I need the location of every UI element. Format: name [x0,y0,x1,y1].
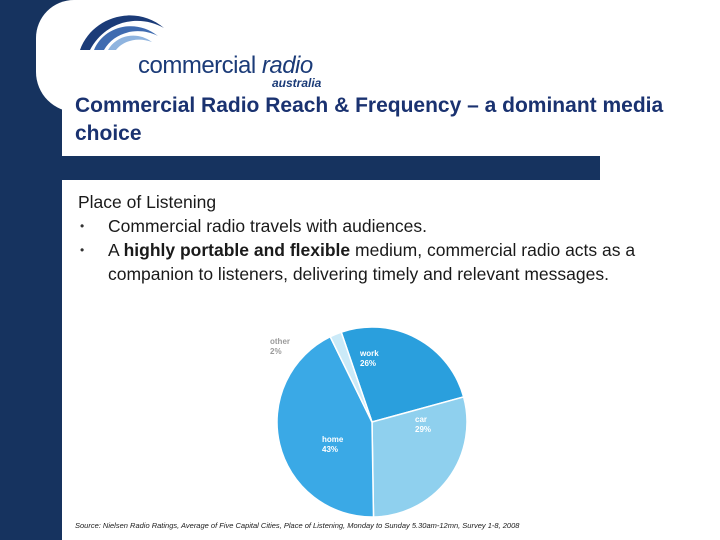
logo-panel [36,0,720,112]
slice-value-car: 29% [415,425,431,434]
slice-label-home: home [322,435,344,444]
logo-swoosh-icon [80,15,164,50]
bullet-text: Commercial radio travels with audiences. [108,216,428,236]
bullet-text: medium, commercial radio acts as a compa… [108,240,636,284]
list-item: • A highly portable and flexible medium, … [78,238,708,286]
title-backing [72,124,408,156]
pie-slice-car [371,395,468,518]
slice-label-car: car [415,415,427,424]
section-heading: Place of Listening [78,192,217,212]
page-title: Commercial Radio Reach & Frequency – a d… [75,94,664,145]
pie-slice-home [276,335,375,518]
title-underline-bar [62,156,600,180]
list-item: • Commercial radio travels with audiences… [78,214,708,238]
bullet-text: A [108,240,124,260]
slice-value-other: 2% [270,347,282,356]
logo-wordmark: commercial radio [138,52,313,79]
slice-label-work: work [359,349,379,358]
slice-value-home: 43% [322,445,338,454]
pie-slice-work [340,326,465,423]
bullet-icon: • [80,219,85,233]
logo-subtitle: australia [272,76,322,90]
source-note: Source: Nielsen Radio Ratings, Average o… [75,521,520,530]
bullet-icon: • [80,243,85,257]
body-text: Place of Listening • Commercial radio tra… [78,190,708,286]
bullet-emphasis: highly portable and flexible [123,240,351,260]
bullet-list: • Commercial radio travels with audiences… [78,214,708,286]
slice-label-other: other [270,337,290,346]
pie-slice-other [329,331,373,423]
slice-value-work: 26% [360,359,376,368]
